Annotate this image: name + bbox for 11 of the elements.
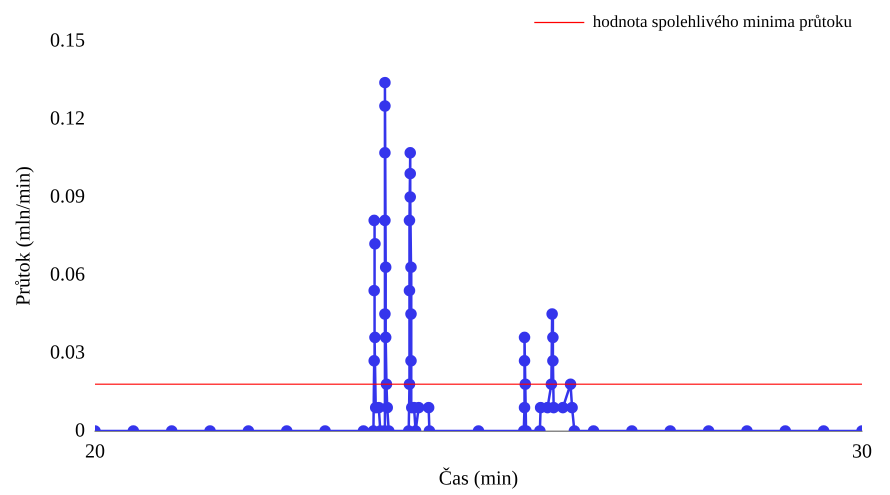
y-tick-label: 0.15 xyxy=(50,29,85,52)
y-tick-label: 0.09 xyxy=(50,185,85,208)
y-tick-label: 0 xyxy=(75,419,85,442)
y-axis-title: Průtok (mln/min) xyxy=(12,166,34,306)
y-tick-label: 0.12 xyxy=(50,107,85,130)
x-axis-title: Čas (min) xyxy=(438,466,518,490)
y-tick-label: 0.03 xyxy=(50,341,85,364)
x-tick-label: 20 xyxy=(85,440,105,462)
x-tick-label: 30 xyxy=(852,440,872,462)
legend-label: hodnota spolehlivého minima průtoku xyxy=(592,12,852,31)
y-tick-label: 0.06 xyxy=(50,263,85,286)
